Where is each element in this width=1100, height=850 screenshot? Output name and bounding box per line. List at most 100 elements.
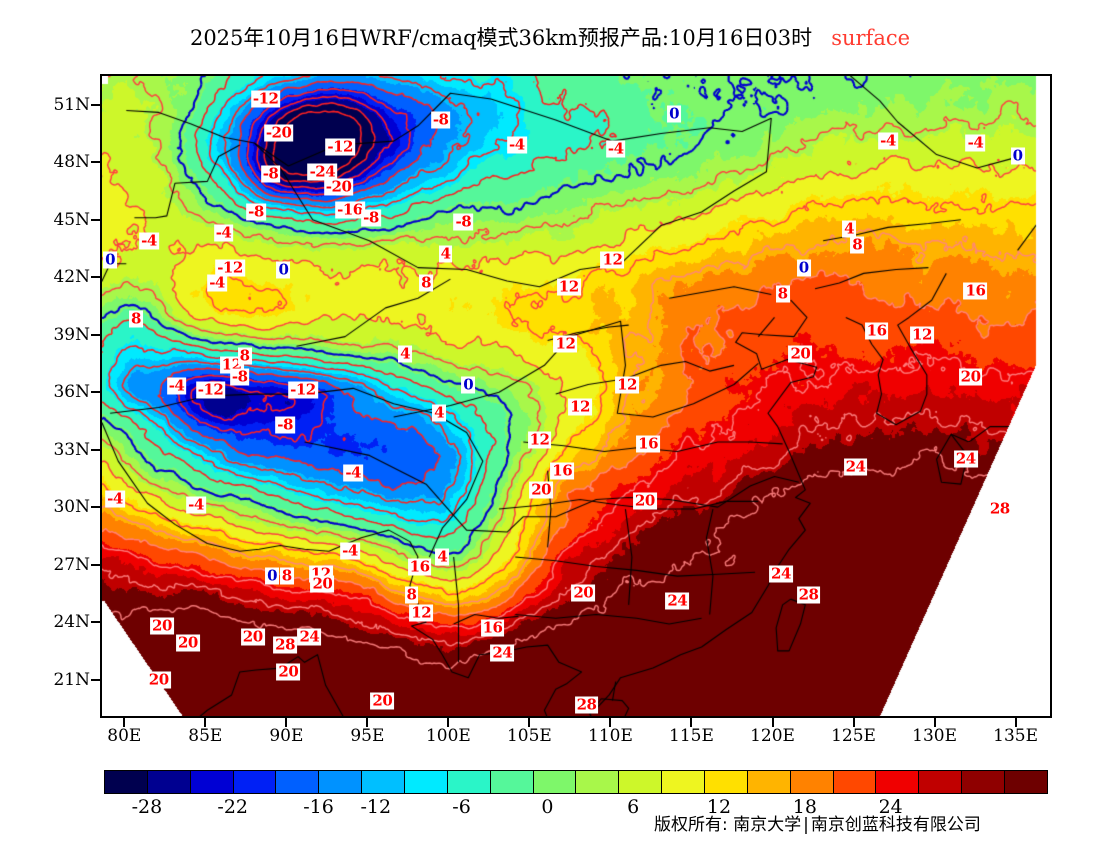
- x-axis-tick-label: 120E: [750, 726, 795, 746]
- colorbar-tick-label: -6: [452, 796, 471, 818]
- contour-value-label: 24: [769, 564, 793, 583]
- colorbar-swatch: [705, 771, 748, 793]
- contour-value-label: 20: [788, 344, 813, 363]
- colorbar-swatch: [233, 771, 277, 793]
- contour-value-label: -4: [340, 541, 360, 560]
- contour-value-label: -12: [288, 380, 318, 399]
- contour-value-label: -4: [207, 273, 227, 292]
- contour-value-label: 12: [527, 430, 552, 449]
- x-axis-tick-mark: [366, 718, 369, 727]
- contour-value-label: 8: [404, 585, 419, 604]
- contour-value-label: 20: [632, 491, 657, 510]
- contour-value-label: 8: [129, 309, 143, 328]
- colorbar-tick-label: -16: [303, 796, 334, 818]
- colorbar-tick-label: -28: [131, 796, 163, 818]
- contour-value-label: 0: [265, 566, 280, 585]
- contour-value-label: 12: [615, 375, 639, 393]
- contour-value-label: 24: [953, 449, 978, 468]
- contour-value-label: 12: [600, 250, 625, 269]
- y-axis-tick-mark: [91, 448, 100, 451]
- contour-value-label: -20: [263, 123, 294, 142]
- x-axis-tick-label: 135E: [993, 726, 1038, 746]
- x-axis-tick-mark: [285, 718, 288, 727]
- contour-value-label: 8: [237, 346, 252, 365]
- colorbar-swatch: [190, 771, 234, 793]
- contour-value-label: 20: [150, 616, 174, 635]
- contour-value-label: -8: [453, 212, 474, 231]
- contour-value-label: -16: [335, 200, 365, 219]
- contour-value-label: 20: [958, 367, 983, 386]
- contour-value-label: -4: [878, 131, 898, 150]
- y-axis-tick-mark: [91, 621, 100, 624]
- contour-value-label: 28: [273, 635, 298, 654]
- colorbar-swatch: [533, 771, 577, 793]
- contour-value-label: 20: [240, 627, 265, 646]
- x-axis-tick-label: 105E: [506, 726, 552, 746]
- y-axis-tick-mark: [91, 391, 100, 394]
- contour-value-label: 8: [419, 273, 434, 292]
- contour-value-label: 8: [850, 235, 865, 254]
- colorbar-tick-label: 0: [541, 796, 554, 818]
- contour-value-label: -8: [229, 367, 250, 386]
- contour-value-label: 20: [175, 633, 200, 652]
- contour-value-label: -8: [260, 164, 281, 183]
- y-axis-tick-mark: [91, 161, 100, 164]
- contour-value-label: 20: [310, 574, 335, 593]
- colorbar-swatch: [105, 771, 148, 793]
- colorbar-tick-label: -12: [360, 796, 392, 818]
- contour-value-label: 16: [864, 321, 889, 340]
- contour-value-label: 16: [407, 557, 432, 576]
- y-axis-tick-mark: [91, 218, 100, 221]
- y-axis-tick-label: 36N: [53, 382, 90, 403]
- x-axis-tick-label: 85E: [188, 726, 223, 746]
- x-axis-tick-mark: [528, 718, 531, 727]
- colorbar-swatch: [919, 771, 963, 793]
- temperature-field-canvas: [102, 76, 1050, 716]
- contour-value-label: -12: [215, 258, 245, 277]
- colorbar-swatch: [833, 771, 877, 793]
- contour-value-label: -4: [166, 376, 187, 395]
- x-axis-tick-label: 115E: [669, 726, 714, 746]
- colorbar-swatch: [319, 771, 363, 793]
- x-axis-tick-mark: [771, 718, 774, 727]
- page-title: 2025年10月16日WRF/cmaq模式36km预报产品:10月16日03时 …: [0, 22, 1100, 52]
- y-axis-tick-label: 39N: [53, 324, 90, 345]
- colorbar-swatch: [576, 771, 620, 793]
- contour-value-label: -4: [965, 133, 986, 152]
- contour-value-label: -4: [105, 489, 125, 508]
- x-axis-tick-mark: [690, 718, 693, 727]
- x-axis-tick-mark: [204, 718, 207, 727]
- contour-value-label: 20: [146, 670, 171, 689]
- contour-value-label: -8: [246, 202, 266, 221]
- contour-value-label: 12: [553, 334, 578, 353]
- y-axis-tick-label: 24N: [53, 612, 90, 633]
- contour-value-label: 4: [435, 547, 450, 566]
- x-axis-tick-mark: [447, 718, 450, 727]
- y-axis-tick-label: 42N: [53, 267, 90, 288]
- colorbar-tick-label: 24: [878, 796, 903, 818]
- contour-value-label: -8: [361, 208, 381, 227]
- contour-value-label: 24: [297, 627, 322, 646]
- colorbar-swatch: [747, 771, 791, 793]
- x-axis-tick-mark: [123, 718, 126, 727]
- contour-value-label: -12: [325, 137, 356, 156]
- colorbar-swatch: [447, 771, 491, 793]
- x-axis-tick-label: 110E: [588, 726, 633, 746]
- contour-value-label: 24: [665, 591, 690, 610]
- x-axis-tick-label: 80E: [107, 726, 142, 746]
- y-axis-tick-label: 27N: [53, 554, 90, 575]
- contour-value-label: 28: [796, 585, 821, 604]
- copyright-separator: |: [803, 815, 809, 835]
- y-axis-tick-mark: [91, 563, 100, 566]
- contour-value-label: -12: [195, 380, 226, 399]
- contour-value-label: 4: [398, 344, 412, 363]
- x-axis-tick-label: 100E: [425, 726, 471, 746]
- contour-value-label: 12: [409, 603, 434, 622]
- colorbar-swatch: [405, 771, 448, 793]
- contour-value-label: 0: [667, 104, 681, 123]
- contour-value-label: 16: [550, 461, 575, 480]
- contour-value-label: -4: [507, 135, 527, 154]
- contour-value-label: 12: [910, 325, 934, 344]
- y-axis-tick-label: 30N: [53, 497, 90, 518]
- x-axis-tick-label: 130E: [912, 726, 957, 746]
